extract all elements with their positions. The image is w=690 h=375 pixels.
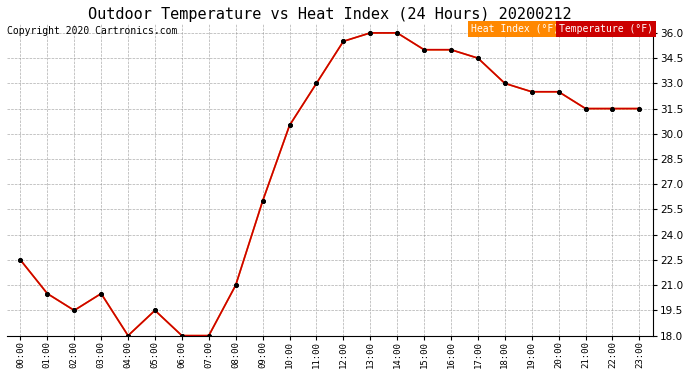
Text: Temperature (°F): Temperature (°F) — [559, 24, 653, 34]
Text: Heat Index (°F): Heat Index (°F) — [471, 24, 559, 34]
Text: Copyright 2020 Cartronics.com: Copyright 2020 Cartronics.com — [7, 26, 177, 36]
Title: Outdoor Temperature vs Heat Index (24 Hours) 20200212: Outdoor Temperature vs Heat Index (24 Ho… — [88, 7, 572, 22]
